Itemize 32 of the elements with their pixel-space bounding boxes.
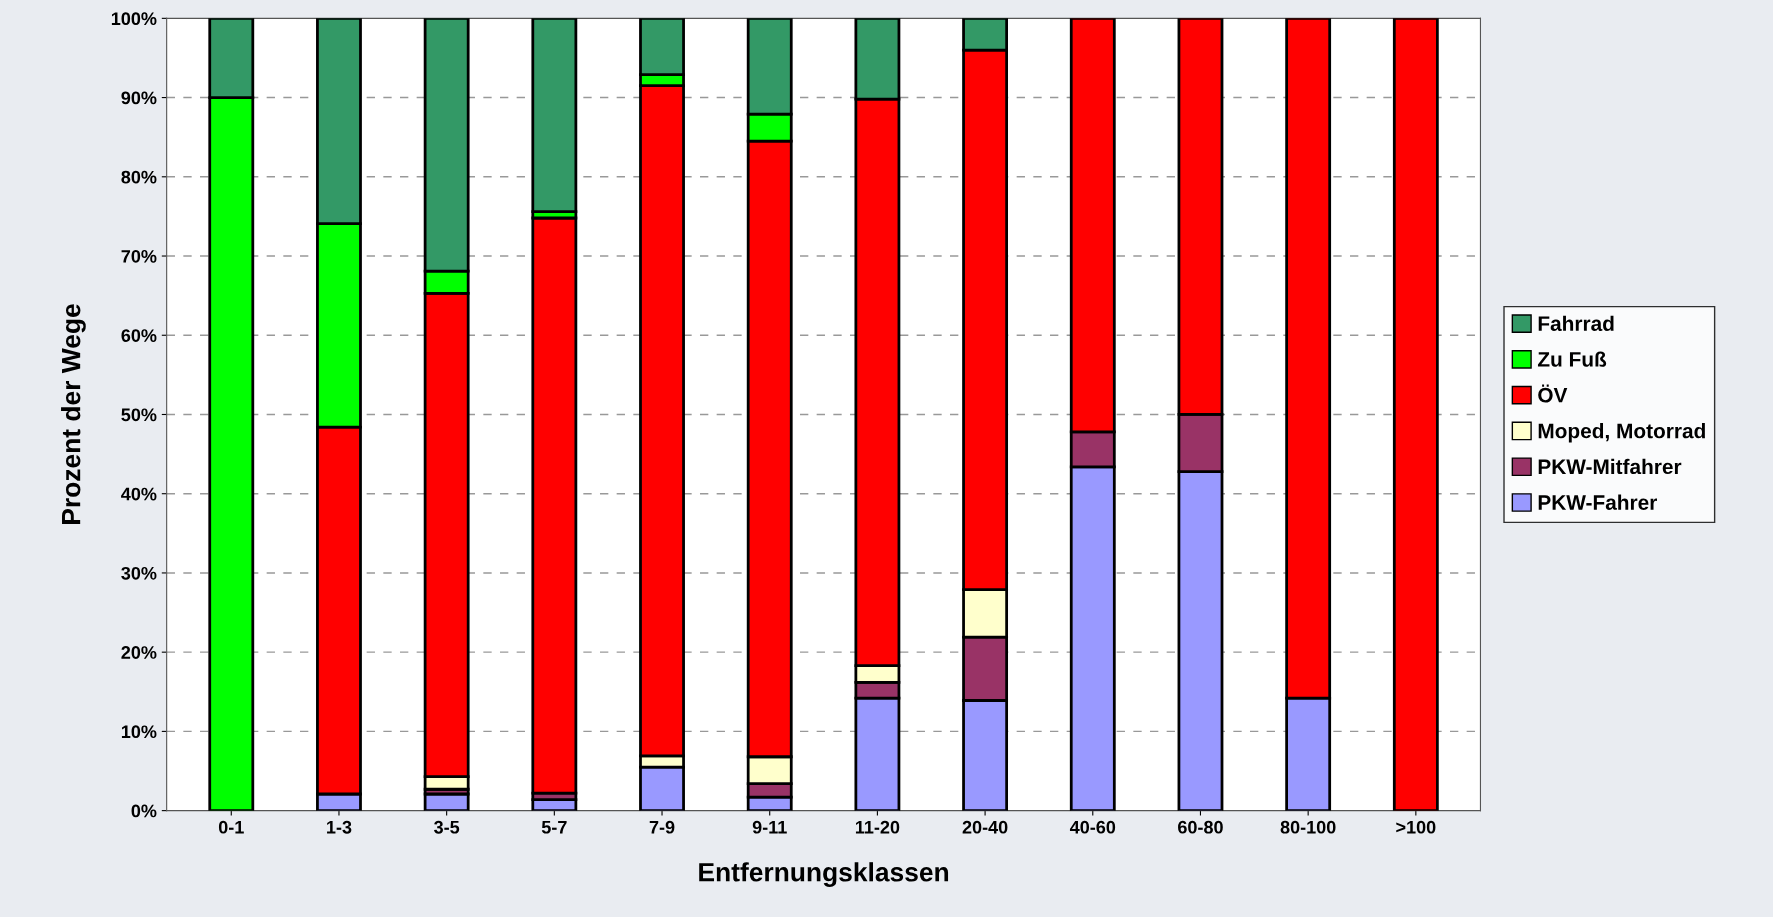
x-tick-label: 20-40 bbox=[962, 820, 1008, 834]
y-tick-label: 30% bbox=[121, 566, 157, 580]
x-tick-label: 11-20 bbox=[855, 820, 900, 834]
y-tick-label: 60% bbox=[121, 329, 157, 342]
x-tick-label: 5-7 bbox=[541, 821, 567, 834]
x-tick-label: 40-60 bbox=[1069, 820, 1116, 834]
y-tick-label: 50% bbox=[121, 408, 157, 422]
x-tick-label: 60-80 bbox=[1178, 820, 1223, 834]
y-tick-label: 0% bbox=[131, 804, 157, 818]
x-tick-label: 3-5 bbox=[434, 820, 460, 834]
y-tick-label: 80% bbox=[121, 170, 157, 184]
legend-label: Moped, Motorrad bbox=[1538, 423, 1705, 443]
x-tick-label: 1-3 bbox=[327, 820, 352, 834]
x-tick-label: 0-1 bbox=[218, 820, 244, 834]
y-tick-label: 40% bbox=[121, 487, 157, 501]
legend-label: Zu Fuß bbox=[1537, 351, 1607, 367]
x-tick-label: 7-9 bbox=[649, 820, 675, 834]
y-tick-label: 90% bbox=[121, 91, 157, 105]
legend-label: ÖV bbox=[1538, 384, 1568, 403]
legend-label: PKW-Mitfahrer bbox=[1538, 458, 1682, 475]
legend-label: Fahrrad bbox=[1538, 315, 1614, 331]
x-tick-label: 80-100 bbox=[1280, 820, 1336, 834]
y-tick-label: 20% bbox=[121, 646, 157, 659]
y-tick-label: 70% bbox=[121, 249, 157, 263]
x-tick-label: >100 bbox=[1396, 820, 1436, 834]
y-tick-label: 100% bbox=[111, 12, 157, 26]
bar bbox=[1392, 18, 1439, 811]
legend-label: PKW-Fahrer bbox=[1538, 494, 1657, 510]
x-axis-title: Entfernungsklassen bbox=[699, 862, 949, 887]
y-tick-label: 10% bbox=[121, 725, 157, 739]
x-tick-label: 9-11 bbox=[752, 820, 787, 834]
y-axis-title: Prozent der Wege bbox=[61, 304, 86, 524]
